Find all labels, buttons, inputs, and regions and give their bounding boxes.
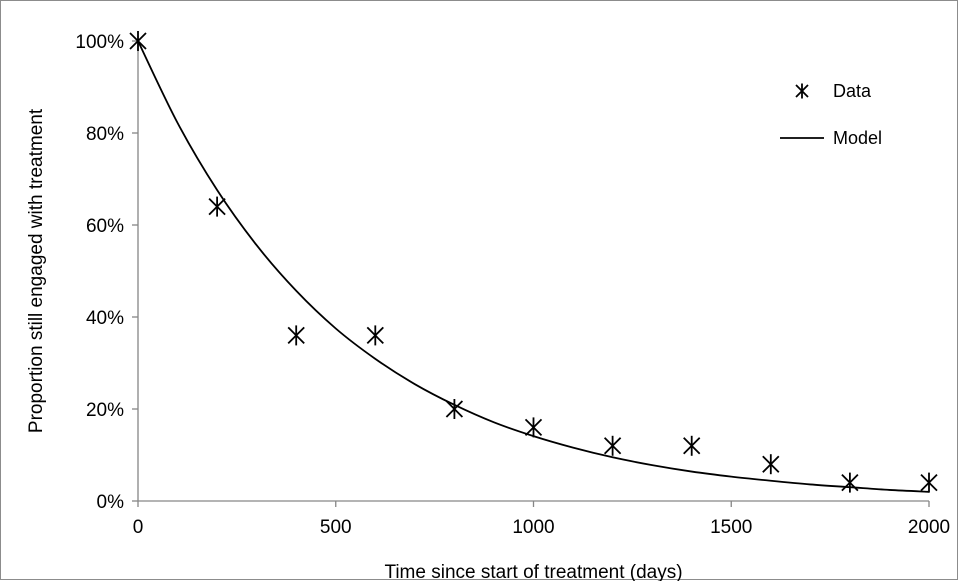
x-tick-label: 1000 — [512, 517, 554, 538]
data-point — [287, 325, 305, 346]
axes — [132, 36, 930, 507]
data-point — [366, 325, 384, 346]
y-tick-label: 100% — [75, 32, 124, 53]
legend: Data Model — [780, 81, 882, 148]
x-tick-label: 0 — [133, 517, 144, 538]
y-tick-label: 60% — [86, 216, 124, 237]
model-series — [137, 40, 930, 493]
x-axis-title: Time since start of treatment (days) — [384, 562, 682, 581]
data-point — [208, 196, 226, 217]
data-point — [683, 435, 701, 456]
data-point — [129, 31, 147, 51]
legend-data-label: Data — [833, 81, 872, 101]
data-point — [920, 472, 938, 493]
y-tick-label: 80% — [86, 124, 124, 145]
tick-labels: 0% 20% 40% 60% 80% 100% 0 500 1000 1500 2000 — [75, 32, 950, 538]
legend-model-label: Model — [833, 128, 882, 148]
y-tick-label: 40% — [86, 308, 124, 329]
y-axis-title: Proportion still engaged with treatment — [26, 108, 47, 433]
data-point — [762, 454, 780, 475]
data-point — [445, 399, 464, 419]
data-series — [129, 31, 938, 493]
data-point — [524, 417, 543, 438]
x-tick-label: 2000 — [908, 517, 950, 538]
legend-data-marker — [795, 83, 809, 99]
x-tick-label: 1500 — [710, 517, 752, 538]
y-tick-label: 20% — [86, 400, 124, 421]
model-line — [137, 40, 930, 493]
x-tick-label: 500 — [320, 517, 352, 538]
data-point — [603, 435, 622, 456]
y-tick-label: 0% — [97, 492, 125, 513]
data-point — [841, 472, 859, 493]
